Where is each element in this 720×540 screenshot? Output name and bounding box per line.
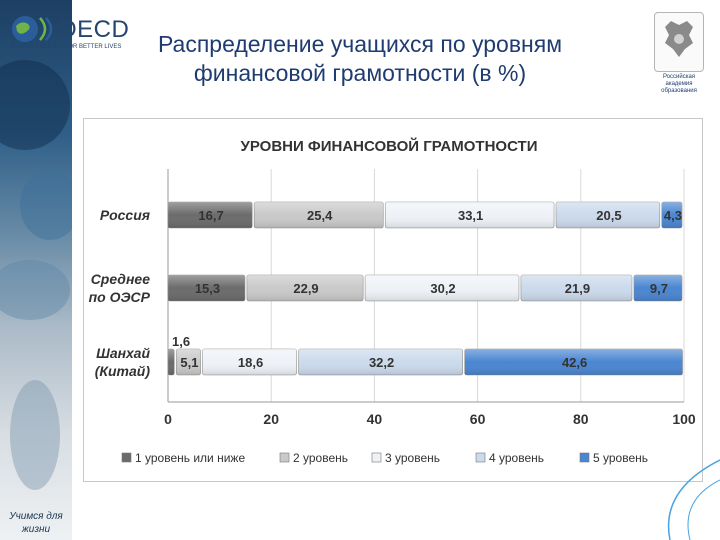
x-tick-label: 20: [263, 411, 279, 427]
legend-swatch-2: [279, 452, 290, 463]
category-labels: Россия Среднее по ОЭСР Шанхай (Китай): [89, 207, 151, 379]
category-label: Россия: [100, 207, 150, 223]
data-label: 32,2: [369, 355, 394, 370]
legend-label: 1 уровень или ниже: [135, 451, 245, 465]
data-label: 15,3: [195, 281, 220, 296]
bar-1-level-2-shade: [254, 202, 384, 228]
data-label: 21,9: [565, 281, 590, 296]
legend-label: 4 уровень: [489, 451, 544, 465]
category-label: по ОЭСР: [89, 289, 151, 305]
bar-1-level-4-shade: [556, 202, 660, 228]
x-tick-label: 60: [470, 411, 486, 427]
oecd-logo: OECD BETTER POLICIES FOR BETTER LIVES: [10, 14, 140, 52]
bar-1-level-1-shade: [168, 202, 253, 228]
data-label: 4,3: [664, 208, 682, 223]
data-label: 42,6: [562, 355, 587, 370]
legend-swatch-5: [579, 452, 590, 463]
legend-label: 3 уровень: [385, 451, 440, 465]
bar-2-level-2-shade: [246, 275, 364, 301]
data-label: 18,6: [238, 355, 263, 370]
bar-3-level-4-shade: [298, 349, 463, 375]
bar-2-level-3-shade: [365, 275, 519, 301]
emblem-frame: [654, 12, 704, 72]
data-label: 9,7: [650, 281, 668, 296]
data-label: 25,4: [307, 208, 333, 223]
x-tick-label: 100: [672, 411, 696, 427]
category-label: Шанхай: [96, 345, 150, 361]
chart-frame: УРОВНИ ФИНАНСОВОЙ ГРАМОТНОСТИ 16,7 25,4 33…: [83, 118, 703, 482]
sidebar-caption: Учимся для жизни: [9, 511, 63, 535]
bar-3-level-3-shade: [202, 349, 297, 375]
bar-3-level-5-shade: [464, 349, 683, 375]
x-tick-label: 40: [367, 411, 383, 427]
bar-2-level-4-shade: [520, 275, 632, 301]
category-label: (Китай): [95, 363, 151, 379]
bar-1-level-5-shade: [661, 202, 682, 228]
x-tick-label: 80: [573, 411, 589, 427]
emblem-caption: Российская академия образования: [661, 74, 697, 94]
data-label: 5,1: [180, 355, 198, 370]
bars: 16,7 25,4 33,1 20,5 4,3 15,3 22,9 30,2 21,9 9,7 1,…: [167, 201, 683, 376]
legend-swatch-1: [121, 452, 132, 463]
logo-tagline: BETTER POLICIES FOR BETTER LIVES: [10, 44, 122, 50]
double-eagle-icon: [665, 21, 693, 57]
bar-2-level-5-shade: [633, 275, 682, 301]
legend-label: 2 уровень: [293, 451, 348, 465]
x-tick-label: 0: [164, 411, 172, 427]
decorative-corner-swirl: [667, 459, 720, 540]
bar-2-level-1-shade: [168, 275, 245, 301]
bar-3-level-1-shade: [168, 349, 175, 375]
legend-swatch-4: [475, 452, 486, 463]
legend-label: 5 уровень: [593, 451, 648, 465]
data-label: 1,6: [172, 334, 190, 349]
stacked-bar-chart: УРОВНИ ФИНАНСОВОЙ ГРАМОТНОСТИ 16,7 25,4 33…: [89, 137, 696, 465]
data-label: 20,5: [596, 208, 621, 223]
bar-1-level-3-shade: [385, 202, 555, 228]
x-axis-ticks: 0 20 40 60 80 100: [164, 411, 696, 427]
logo-text: OECD: [58, 16, 130, 43]
bar-3-level-2-shade: [176, 349, 201, 375]
decorative-sidebar: Учимся для жизни: [0, 0, 72, 540]
data-label: 16,7: [198, 208, 223, 223]
rao-emblem: Российская академия образования: [650, 12, 708, 96]
slide-title: Распределение учащихся по уровням финанс…: [157, 31, 563, 86]
data-label: 33,1: [458, 208, 483, 223]
legend: 1 уровень или ниже 2 уровень 3 уровень 4 ур…: [121, 451, 648, 465]
oecd-globe-icon: [12, 16, 53, 42]
category-label: Среднее: [91, 271, 151, 287]
data-label: 22,9: [293, 281, 318, 296]
legend-swatch-3: [371, 452, 382, 463]
chart-title: УРОВНИ ФИНАНСОВОЙ ГРАМОТНОСТИ: [241, 137, 538, 155]
data-label: 30,2: [430, 281, 455, 296]
